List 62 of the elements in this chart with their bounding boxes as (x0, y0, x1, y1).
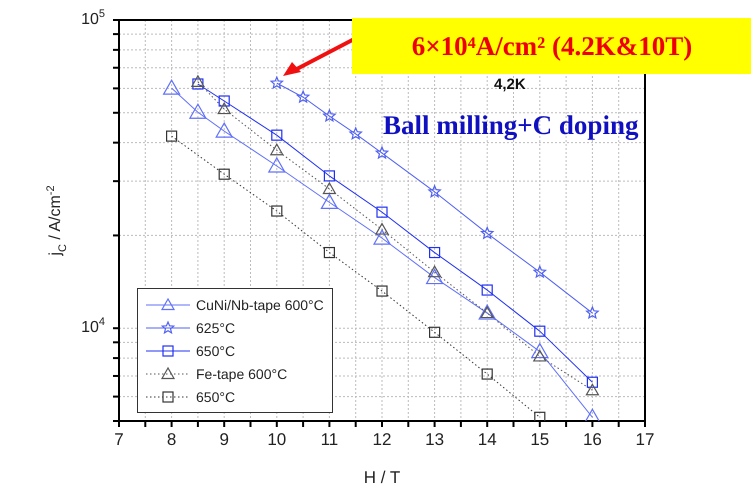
x-tick-label: 7 (114, 430, 124, 449)
x-tick-label: 16 (582, 430, 602, 449)
point (482, 368, 493, 380)
point (534, 326, 546, 337)
x-tick-label: 17 (636, 430, 654, 449)
point (586, 376, 598, 388)
x-axis-title: H / T (364, 468, 400, 487)
x-tick-label: 15 (530, 430, 550, 449)
point (428, 185, 441, 198)
callout-box: 6×10⁴A/cm² (4.2K&10T) (352, 18, 751, 74)
legend-label: 650°C (196, 388, 236, 404)
point (192, 78, 204, 90)
annotation: Ball milling+C doping (383, 110, 638, 141)
point (429, 246, 440, 258)
point (271, 130, 282, 141)
point (375, 222, 389, 235)
legend-label: Fe-tape 600°C (196, 366, 288, 382)
point (534, 412, 546, 421)
point (296, 90, 310, 103)
point (376, 206, 388, 218)
point (586, 384, 599, 396)
annotation: 4,2K (494, 76, 526, 93)
point (376, 285, 388, 297)
legend-label: 625°C (196, 320, 236, 336)
point (429, 326, 440, 338)
point (426, 268, 444, 284)
point (320, 194, 338, 209)
point (324, 246, 335, 258)
legend-label: 650°C (196, 342, 236, 358)
y-tick-label: 10$^{4}$ (81, 316, 105, 336)
x-tick-label: 8 (166, 430, 176, 449)
point (268, 157, 286, 173)
point (482, 284, 493, 296)
point (586, 306, 599, 318)
point (166, 130, 178, 142)
point (191, 75, 204, 87)
point (271, 205, 282, 217)
point (163, 80, 180, 95)
x-tick-label: 11 (320, 430, 338, 449)
point (189, 104, 206, 119)
point (218, 168, 230, 180)
point (322, 182, 336, 194)
point (324, 170, 335, 182)
x-tick-label: 9 (219, 430, 229, 449)
point (218, 95, 230, 107)
point (270, 76, 284, 89)
point (270, 144, 284, 156)
point (531, 342, 548, 358)
point (216, 122, 233, 138)
point (533, 266, 546, 278)
x-tick-label: 14 (478, 430, 497, 449)
point (349, 127, 362, 140)
x-tick-label: 12 (372, 430, 392, 449)
y-tick-label: 10$^{5}$ (81, 8, 105, 28)
x-tick-label: 10 (267, 430, 286, 449)
point (218, 102, 231, 114)
point (373, 230, 391, 245)
point (376, 146, 388, 159)
point (323, 109, 336, 122)
point (480, 226, 494, 239)
legend-label: CuNi/Nb-tape 600°C (196, 296, 324, 312)
x-tick-label: 13 (425, 430, 444, 449)
